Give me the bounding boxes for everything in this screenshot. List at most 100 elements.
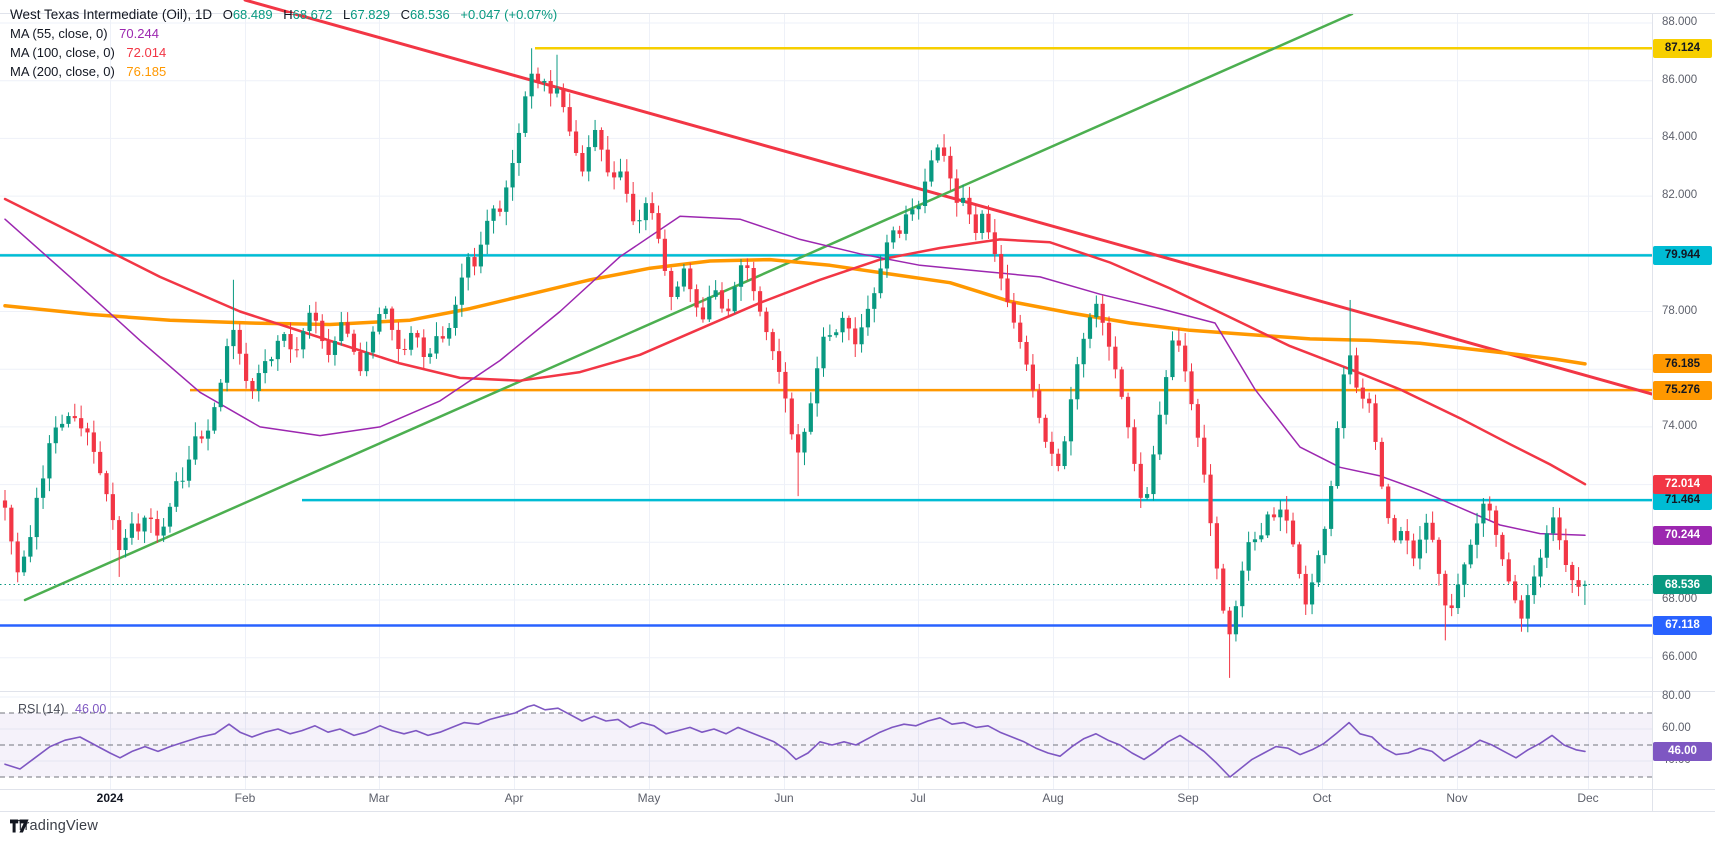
candle-body	[1189, 371, 1194, 405]
candle-body	[1405, 531, 1410, 541]
candlestick-series[interactable]	[2, 48, 1588, 678]
candle-body	[1532, 576, 1537, 596]
price-axis-label-82.000: 82.000	[1662, 189, 1698, 202]
candle-body	[1500, 534, 1505, 560]
candle-body	[948, 155, 953, 179]
candle-body	[180, 480, 185, 482]
rsi-band	[0, 713, 1652, 777]
candle-body	[1474, 523, 1480, 545]
candle-body	[186, 459, 192, 481]
candle-body	[256, 373, 261, 391]
candle-body	[339, 322, 344, 342]
candle-body	[707, 296, 712, 320]
candle-body	[1417, 539, 1423, 559]
candle-body	[586, 147, 591, 172]
price-axis-label-74.000: 74.000	[1662, 419, 1698, 432]
time-axis-label-Dec: Dec	[1577, 791, 1599, 805]
symbol-legend-row[interactable]: West Texas Intermediate (Oil), 1D O68.48…	[10, 7, 557, 22]
candle-body	[561, 88, 566, 108]
rsi-legend-row[interactable]: RSI (14) 46.00	[18, 702, 106, 716]
candle-body	[548, 81, 553, 94]
time-axis-label-Feb: Feb	[234, 791, 256, 805]
candle-body	[1449, 605, 1454, 609]
candle-body	[637, 220, 642, 222]
candle-body	[9, 507, 14, 542]
candle-body	[859, 327, 864, 345]
candle-body	[891, 230, 896, 243]
candle-body	[567, 107, 572, 132]
ma100-legend-row[interactable]: MA (100, close, 0) 72.014	[10, 45, 166, 60]
candle-body	[28, 537, 33, 557]
rsi-value-badge: 46.00	[1653, 741, 1712, 761]
candle-body	[1544, 533, 1549, 558]
candle-body	[853, 328, 858, 345]
candle-body	[808, 403, 813, 432]
candle-body	[370, 331, 376, 353]
candle-body	[764, 311, 769, 333]
candle-body	[85, 428, 90, 433]
candle-body	[110, 494, 115, 521]
candle-body	[244, 353, 249, 381]
ma200-legend-row[interactable]: MA (200, close, 0) 76.185	[10, 64, 166, 79]
candle-body	[719, 290, 725, 309]
candle-body	[434, 336, 439, 354]
candle-body	[497, 208, 503, 212]
candle-body	[922, 181, 928, 206]
candle-body	[117, 520, 122, 551]
candle-body	[472, 257, 477, 267]
candle-body	[612, 172, 617, 178]
candle-body	[1075, 364, 1080, 400]
time-axis-label-Mar: Mar	[368, 791, 390, 805]
candle-body	[650, 203, 655, 214]
candle-body	[872, 293, 877, 309]
low-value: 67.829	[350, 7, 390, 22]
ma100-line	[3, 197, 1587, 486]
candle-body	[1259, 535, 1264, 540]
price-axis-label-66.000: 66.000	[1662, 650, 1698, 663]
high-label: H	[283, 7, 293, 22]
candle-body	[1392, 518, 1397, 541]
candle-body	[1043, 417, 1048, 442]
candle-body	[1398, 531, 1403, 541]
candle-body	[60, 423, 65, 428]
candle-body	[986, 213, 991, 233]
candle-body	[136, 523, 141, 532]
candle-body	[66, 416, 71, 424]
candle-body	[1151, 454, 1156, 495]
candle-body	[573, 131, 579, 153]
candle-body	[1290, 520, 1296, 545]
candle-body	[624, 171, 629, 194]
candle-body	[796, 434, 801, 453]
candle-body	[1195, 404, 1200, 438]
time-axis-label-Nov: Nov	[1446, 791, 1468, 805]
candle-body	[91, 432, 96, 452]
candle-body	[15, 541, 20, 573]
candle-body	[294, 349, 299, 351]
candle-body	[802, 431, 807, 453]
candle-body	[212, 407, 217, 431]
tradingview-brand-text: TradingView	[16, 818, 98, 834]
candle-body	[47, 443, 52, 479]
candle-body	[1202, 437, 1207, 475]
candle-body	[738, 265, 744, 287]
candle-body	[1462, 564, 1467, 585]
candle-body	[447, 327, 452, 339]
candle-body	[688, 268, 693, 290]
candle-body	[834, 332, 839, 336]
candle-body	[1049, 441, 1055, 454]
ma55-legend-row[interactable]: MA (55, close, 0) 70.244	[10, 26, 159, 41]
candle-body	[1125, 396, 1131, 428]
candle-body	[320, 320, 325, 342]
candle-body	[1233, 606, 1239, 635]
candle-body	[1183, 345, 1188, 372]
candle-body	[1062, 441, 1067, 467]
candle-body	[542, 81, 547, 83]
candle-body	[1360, 387, 1365, 399]
candle-body	[840, 317, 845, 333]
candle-body	[364, 352, 369, 372]
candle-body	[1119, 369, 1124, 397]
candle-body	[580, 152, 585, 172]
tradingview-attribution[interactable]: TradingView	[10, 818, 98, 834]
